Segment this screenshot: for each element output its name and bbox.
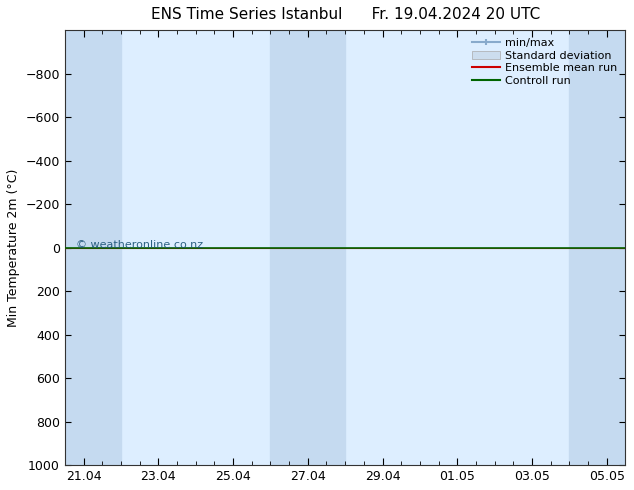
Y-axis label: Min Temperature 2m (°C): Min Temperature 2m (°C) (7, 169, 20, 327)
Legend: min/max, Standard deviation, Ensemble mean run, Controll run: min/max, Standard deviation, Ensemble me… (470, 36, 620, 88)
Bar (65, 30, 121, 465)
Bar (569, 30, 625, 465)
Bar (271, 30, 345, 465)
Text: © weatheronline.co.nz: © weatheronline.co.nz (76, 241, 204, 250)
Title: ENS Time Series Istanbul      Fr. 19.04.2024 20 UTC: ENS Time Series Istanbul Fr. 19.04.2024 … (150, 7, 540, 22)
